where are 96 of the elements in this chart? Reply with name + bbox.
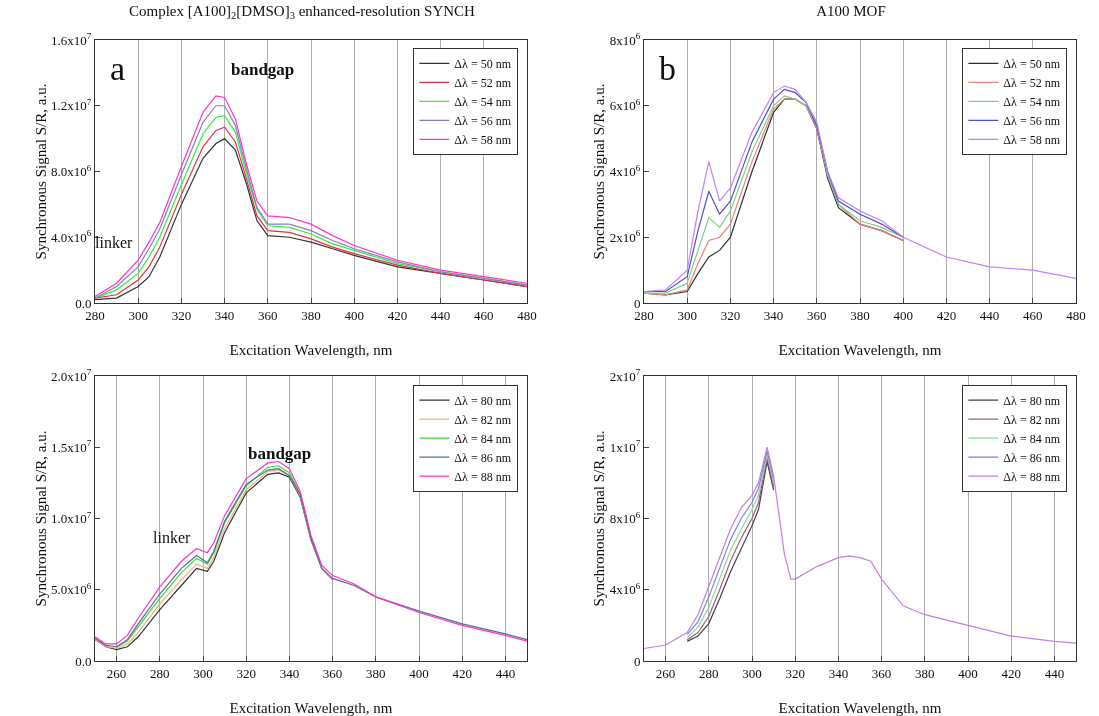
x-tick-label: 340: [214, 307, 235, 323]
x-axis-title: Excitation Wavelength, nm: [778, 342, 942, 358]
x-tick-label: 400: [958, 665, 978, 681]
legend-label: Δλ = 50 nm: [1003, 57, 1061, 72]
x-tick-label: 400: [893, 307, 913, 323]
annotation: b: [659, 50, 676, 87]
legend-label: Δλ = 52 nm: [1003, 76, 1061, 91]
x-tick-label: 380: [850, 307, 870, 323]
y-axis-title: Synchronous Signal S/R, a.u.: [591, 83, 607, 260]
legend-label: Δλ = 56 nm: [454, 114, 512, 129]
legend-label: Δλ = 82 nm: [1003, 412, 1061, 427]
y-tick-label: 2x10$^{7}$: [609, 367, 641, 384]
legend-label: Δλ = 88 nm: [454, 469, 512, 484]
annotation: a: [110, 50, 126, 87]
x-tick-label: 380: [366, 665, 386, 681]
legend-label: Δλ = 84 nm: [1003, 431, 1061, 446]
y-tick-label: 0.0: [75, 653, 92, 669]
legend-label: Δλ = 84 nm: [454, 431, 512, 446]
annotation: linker: [95, 234, 133, 251]
x-tick-label: 380: [301, 307, 321, 323]
x-tick-label: 380: [915, 665, 935, 681]
line-series: [644, 85, 1076, 293]
y-tick-label: 0: [633, 653, 641, 669]
legend-label: Δλ = 50 nm: [454, 57, 512, 72]
x-tick-label: 400: [344, 307, 364, 323]
legend-label: Δλ = 58 nm: [1003, 133, 1061, 148]
x-tick-label: 260: [106, 665, 127, 681]
y-tick-label: 1.0x10$^{7}$: [51, 509, 92, 527]
y-tick-label: 5.0x10$^{6}$: [51, 580, 92, 598]
y-axis-title: Synchronous Signal S/R, a.u.: [33, 83, 50, 260]
y-tick-label: 8x10$^{6}$: [609, 31, 641, 48]
x-tick-label: 340: [763, 307, 784, 323]
annotation: bandgap: [231, 60, 295, 79]
x-tick-label: 440: [430, 307, 451, 323]
x-tick-label: 320: [171, 307, 192, 323]
legend-label: Δλ = 56 nm: [1003, 114, 1061, 129]
y-tick-label: 4.0x10$^{6}$: [51, 228, 92, 245]
y-tick-label: 8x10$^{6}$: [609, 509, 641, 527]
x-tick-label: 440: [495, 665, 516, 681]
x-tick-label: 420: [936, 307, 957, 323]
y-tick-label: 1.6x10$^{7}$: [51, 31, 92, 48]
x-tick-label: 460: [474, 307, 494, 323]
y-tick-label: 6x10$^{6}$: [609, 96, 641, 114]
y-axis-title: Synchronous Signal S/R, a.u.: [33, 430, 50, 607]
legend-label: Δλ = 54 nm: [1003, 95, 1061, 110]
x-tick-label: 300: [128, 307, 148, 323]
x-tick-label: 320: [236, 665, 256, 681]
x-tick-label: 280: [699, 665, 719, 681]
x-axis-title: Excitation Wavelength, nm: [778, 700, 942, 716]
chart-title: Complex [A100]$_{2}$[DMSO]$_{3}$ enhanced-resolution SYNCH: [129, 2, 476, 22]
legend-label: Δλ = 54 nm: [454, 95, 512, 110]
legend-label: Δλ = 58 nm: [454, 133, 512, 148]
x-tick-label: 480: [517, 307, 537, 323]
x-tick-label: 480: [1066, 307, 1086, 323]
annotation: bandgap: [248, 444, 312, 463]
legend-label: Δλ = 86 nm: [454, 450, 512, 465]
y-tick-label: 2.0x10$^{7}$: [51, 367, 92, 384]
x-tick-label: 280: [150, 665, 170, 681]
x-tick-label: 440: [979, 307, 1000, 323]
x-axis-title: Excitation Wavelength, nm: [229, 342, 393, 358]
y-tick-label: 4x10$^{6}$: [609, 162, 641, 180]
legend-label: Δλ = 80 nm: [1003, 393, 1061, 408]
x-tick-label: 320: [785, 665, 805, 681]
legend-label: Δλ = 80 nm: [454, 393, 512, 408]
y-tick-label: 1.5x10$^{7}$: [51, 438, 92, 455]
x-tick-label: 400: [409, 665, 429, 681]
y-axis-title: Synchronous Signal S/R, a.u.: [591, 430, 607, 607]
y-tick-label: 2x10$^{6}$: [609, 228, 641, 245]
x-tick-label: 360: [258, 307, 278, 323]
y-tick-label: 4x10$^{6}$: [609, 580, 641, 598]
x-tick-label: 300: [742, 665, 762, 681]
x-tick-label: 420: [452, 665, 472, 681]
x-tick-label: 340: [828, 665, 849, 681]
y-tick-label: 1.2x10$^{7}$: [51, 96, 92, 114]
x-tick-label: 300: [193, 665, 213, 681]
x-tick-label: 420: [1001, 665, 1021, 681]
x-tick-label: 260: [655, 665, 676, 681]
legend-label: Δλ = 52 nm: [454, 76, 512, 91]
legend-label: Δλ = 82 nm: [454, 412, 512, 427]
x-tick-label: 460: [1023, 307, 1043, 323]
x-tick-label: 440: [1044, 665, 1065, 681]
legend-label: Δλ = 86 nm: [1003, 450, 1061, 465]
x-tick-label: 300: [677, 307, 697, 323]
legend-label: Δλ = 88 nm: [1003, 469, 1061, 484]
line-series: [644, 446, 1076, 650]
chart-title: A100 MOF: [816, 2, 886, 19]
x-axis-title: Excitation Wavelength, nm: [229, 700, 393, 716]
x-tick-label: 320: [720, 307, 741, 323]
x-tick-label: 360: [807, 307, 827, 323]
x-tick-label: 360: [871, 665, 892, 681]
y-tick-label: 1x10$^{7}$: [609, 438, 641, 455]
annotation: linker: [153, 529, 191, 546]
y-tick-label: 8.0x10$^{6}$: [51, 162, 92, 180]
x-tick-label: 420: [387, 307, 408, 323]
x-tick-label: 360: [322, 665, 343, 681]
x-tick-label: 340: [279, 665, 300, 681]
